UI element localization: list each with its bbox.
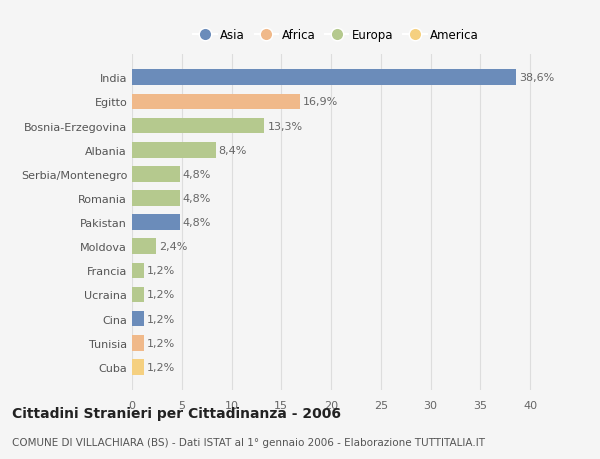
- Bar: [132, 95, 300, 110]
- Text: 4,8%: 4,8%: [183, 218, 211, 228]
- Text: 4,8%: 4,8%: [183, 194, 211, 203]
- Bar: [132, 239, 156, 255]
- Text: 13,3%: 13,3%: [268, 121, 302, 131]
- Text: 1,2%: 1,2%: [147, 314, 175, 324]
- Bar: [132, 70, 516, 86]
- Text: 8,4%: 8,4%: [218, 146, 247, 155]
- Bar: [132, 311, 144, 327]
- Text: 38,6%: 38,6%: [519, 73, 554, 83]
- Text: 1,2%: 1,2%: [147, 362, 175, 372]
- Bar: [132, 263, 144, 279]
- Text: COMUNE DI VILLACHIARA (BS) - Dati ISTAT al 1° gennaio 2006 - Elaborazione TUTTIT: COMUNE DI VILLACHIARA (BS) - Dati ISTAT …: [12, 437, 485, 448]
- Legend: Asia, Africa, Europa, America: Asia, Africa, Europa, America: [188, 24, 484, 46]
- Bar: [132, 215, 180, 230]
- Bar: [132, 287, 144, 302]
- Text: 1,2%: 1,2%: [147, 266, 175, 276]
- Bar: [132, 143, 215, 158]
- Bar: [132, 335, 144, 351]
- Bar: [132, 167, 180, 182]
- Text: 2,4%: 2,4%: [159, 242, 187, 252]
- Bar: [132, 190, 180, 207]
- Bar: [132, 359, 144, 375]
- Text: 4,8%: 4,8%: [183, 169, 211, 179]
- Bar: [132, 118, 265, 134]
- Text: Cittadini Stranieri per Cittadinanza - 2006: Cittadini Stranieri per Cittadinanza - 2…: [12, 406, 341, 420]
- Text: 1,2%: 1,2%: [147, 338, 175, 348]
- Text: 16,9%: 16,9%: [303, 97, 338, 107]
- Text: 1,2%: 1,2%: [147, 290, 175, 300]
